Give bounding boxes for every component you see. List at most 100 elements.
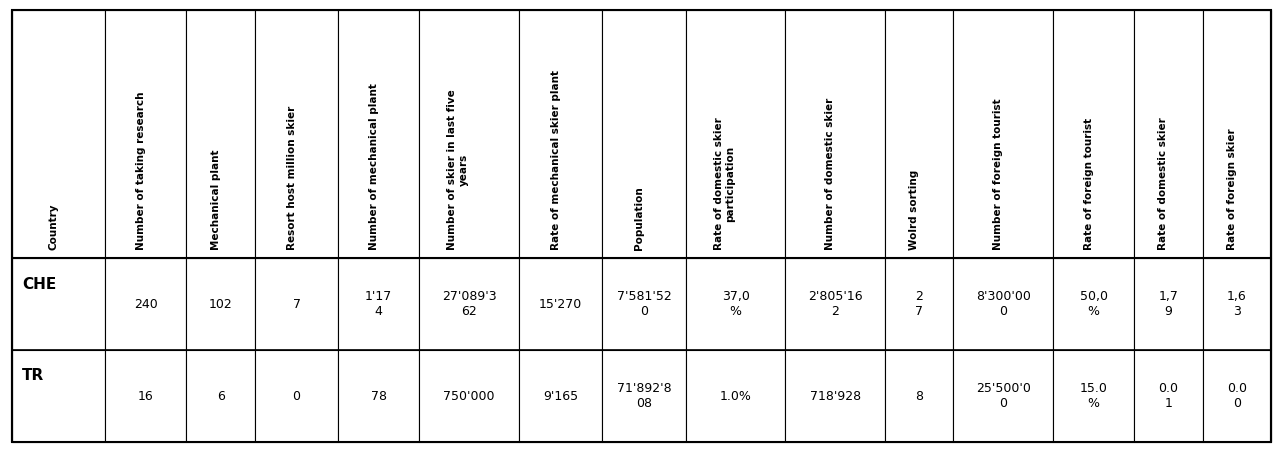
Bar bbox=[953, 350, 1053, 442]
Bar bbox=[420, 350, 518, 442]
Bar bbox=[885, 350, 953, 442]
Bar bbox=[1202, 258, 1271, 350]
Text: 9'165: 9'165 bbox=[543, 390, 579, 403]
Bar bbox=[339, 350, 420, 442]
Bar bbox=[255, 350, 339, 442]
Bar bbox=[518, 258, 602, 350]
Bar bbox=[785, 258, 885, 350]
Text: 25'500'0
0: 25'500'0 0 bbox=[976, 382, 1030, 410]
Bar bbox=[255, 258, 339, 350]
Text: 78: 78 bbox=[371, 390, 386, 403]
Bar bbox=[885, 258, 953, 350]
Bar bbox=[339, 258, 420, 350]
Bar bbox=[186, 10, 255, 258]
Bar bbox=[255, 350, 339, 442]
Bar bbox=[1134, 258, 1202, 350]
Text: 16: 16 bbox=[139, 390, 154, 403]
Bar bbox=[518, 10, 602, 258]
Bar bbox=[953, 258, 1053, 350]
Bar bbox=[339, 350, 420, 442]
Bar bbox=[685, 350, 785, 442]
Bar bbox=[953, 10, 1053, 258]
Bar bbox=[1053, 350, 1134, 442]
Bar bbox=[1053, 258, 1134, 350]
Bar bbox=[885, 258, 953, 350]
Bar bbox=[602, 258, 685, 350]
Text: 1,6
3: 1,6 3 bbox=[1227, 290, 1247, 318]
Text: 6: 6 bbox=[217, 390, 225, 403]
Bar bbox=[602, 10, 685, 258]
Bar bbox=[420, 10, 518, 258]
Bar bbox=[12, 10, 105, 258]
Bar bbox=[186, 258, 255, 350]
Bar bbox=[105, 350, 186, 442]
Bar bbox=[105, 258, 186, 350]
Text: Number of domestic skier: Number of domestic skier bbox=[825, 98, 835, 250]
Bar bbox=[186, 350, 255, 442]
Bar bbox=[518, 350, 602, 442]
Text: 0.0
1: 0.0 1 bbox=[1159, 382, 1178, 410]
Bar bbox=[953, 350, 1053, 442]
Bar bbox=[1202, 10, 1271, 258]
Text: Rate of mechanical skier plant: Rate of mechanical skier plant bbox=[550, 70, 561, 250]
Text: Number of taking research: Number of taking research bbox=[136, 92, 146, 250]
Bar bbox=[518, 258, 602, 350]
Bar bbox=[105, 10, 186, 258]
Bar bbox=[685, 258, 785, 350]
Text: Number of foreign tourist: Number of foreign tourist bbox=[993, 99, 1003, 250]
Bar bbox=[1053, 350, 1134, 442]
Text: 37,0
%: 37,0 % bbox=[721, 290, 749, 318]
Bar bbox=[685, 258, 785, 350]
Bar bbox=[685, 10, 785, 258]
Text: 15.0
%: 15.0 % bbox=[1079, 382, 1107, 410]
Text: 71'892'8
08: 71'892'8 08 bbox=[617, 382, 671, 410]
Bar bbox=[685, 10, 785, 258]
Bar bbox=[785, 350, 885, 442]
Bar bbox=[105, 350, 186, 442]
Bar bbox=[1202, 350, 1271, 442]
Bar bbox=[12, 10, 105, 258]
Bar bbox=[602, 350, 685, 442]
Bar bbox=[785, 10, 885, 258]
Text: CHE: CHE bbox=[22, 277, 56, 292]
Bar bbox=[186, 10, 255, 258]
Text: 750'000: 750'000 bbox=[443, 390, 495, 403]
Bar bbox=[339, 10, 420, 258]
Text: 240: 240 bbox=[133, 298, 158, 311]
Bar bbox=[885, 10, 953, 258]
Bar bbox=[953, 258, 1053, 350]
Text: Rate of domestic skier: Rate of domestic skier bbox=[1159, 117, 1169, 250]
Bar bbox=[1202, 258, 1271, 350]
Text: Wolrd sorting: Wolrd sorting bbox=[910, 170, 919, 250]
Bar bbox=[1134, 10, 1202, 258]
Bar bbox=[339, 258, 420, 350]
Bar bbox=[105, 10, 186, 258]
Bar bbox=[420, 350, 518, 442]
Bar bbox=[1202, 350, 1271, 442]
Bar bbox=[12, 258, 105, 350]
Bar bbox=[255, 10, 339, 258]
Text: 2'805'16
2: 2'805'16 2 bbox=[808, 290, 862, 318]
Text: 2
7: 2 7 bbox=[915, 290, 924, 318]
Bar bbox=[518, 10, 602, 258]
Bar bbox=[1134, 10, 1202, 258]
Text: 0.0
0: 0.0 0 bbox=[1227, 382, 1247, 410]
Bar bbox=[685, 350, 785, 442]
Bar bbox=[785, 350, 885, 442]
Bar bbox=[1134, 350, 1202, 442]
Bar bbox=[255, 258, 339, 350]
Text: Resort host million skier: Resort host million skier bbox=[286, 106, 296, 250]
Bar bbox=[1134, 350, 1202, 442]
Bar bbox=[186, 258, 255, 350]
Bar bbox=[602, 10, 685, 258]
Text: Population: Population bbox=[634, 187, 644, 250]
Bar bbox=[105, 258, 186, 350]
Text: Number of skier in last five
years: Number of skier in last five years bbox=[448, 90, 470, 250]
Text: 7: 7 bbox=[293, 298, 300, 311]
Text: Mechanical plant: Mechanical plant bbox=[210, 150, 221, 250]
Bar bbox=[1134, 258, 1202, 350]
Bar bbox=[602, 350, 685, 442]
Text: 0: 0 bbox=[293, 390, 300, 403]
Bar bbox=[1053, 10, 1134, 258]
Text: 50,0
%: 50,0 % bbox=[1079, 290, 1107, 318]
